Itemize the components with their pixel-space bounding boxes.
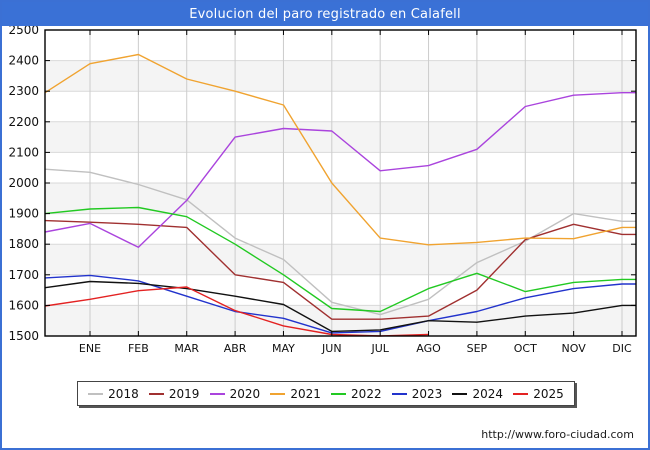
svg-text:JUN: JUN	[321, 342, 342, 355]
legend-dash-icon	[148, 392, 164, 395]
legend-dash-icon	[331, 392, 347, 395]
legend-label: 2023	[411, 386, 443, 401]
svg-text:2400: 2400	[8, 54, 39, 68]
legend-label: 2022	[351, 386, 382, 401]
site-url-link[interactable]: http://www.foro-ciudad.com	[481, 428, 634, 441]
legend-label: 2024	[472, 386, 504, 401]
legend-item-2018: 2018	[88, 387, 139, 401]
legend-label: 2019	[168, 386, 200, 401]
svg-text:1700: 1700	[8, 268, 39, 282]
chart-title: Evolucion del paro registrado en Calafel…	[189, 6, 461, 22]
svg-text:AGO: AGO	[416, 342, 441, 355]
legend-dash-icon	[88, 392, 104, 395]
chart-title-bar: Evolucion del paro registrado en Calafel…	[2, 2, 648, 26]
svg-text:1900: 1900	[8, 207, 39, 221]
legend-dash-icon	[391, 392, 407, 395]
legend-item-2022: 2022	[331, 387, 382, 401]
svg-text:JUL: JUL	[370, 342, 389, 355]
legend-label: 2018	[108, 386, 139, 401]
legend-dash-icon	[513, 392, 529, 395]
svg-text:NOV: NOV	[562, 342, 587, 355]
svg-text:2500: 2500	[8, 23, 39, 37]
legend-dash-icon	[452, 392, 468, 395]
svg-text:OCT: OCT	[514, 342, 537, 355]
svg-text:ENE: ENE	[79, 342, 101, 355]
svg-text:MAY: MAY	[272, 342, 295, 355]
legend-item-2021: 2021	[270, 387, 321, 401]
svg-text:2100: 2100	[8, 145, 39, 159]
svg-text:DIC: DIC	[612, 342, 632, 355]
legend-item-2019: 2019	[148, 386, 200, 401]
svg-text:2300: 2300	[8, 84, 39, 98]
legend-label: 2020	[229, 386, 261, 401]
svg-text:MAR: MAR	[174, 342, 199, 355]
svg-text:SEP: SEP	[467, 342, 488, 355]
chart-legend: 2018 2019 2020 2021 2022 2023 2024 2025	[77, 381, 575, 406]
legend-item-2020: 2020	[209, 386, 261, 401]
svg-text:1600: 1600	[8, 298, 39, 312]
svg-text:ABR: ABR	[224, 342, 247, 355]
svg-text:2200: 2200	[8, 115, 39, 129]
svg-text:1800: 1800	[8, 237, 39, 251]
svg-text:1500: 1500	[8, 329, 39, 343]
legend-item-2024: 2024	[452, 387, 503, 401]
svg-text:2000: 2000	[8, 176, 39, 190]
legend-label: 2021	[290, 386, 321, 401]
legend-item-2023: 2023	[391, 386, 443, 401]
legend-dash-icon	[270, 392, 286, 395]
legend-label: 2025	[533, 386, 564, 401]
legend-item-2025: 2025	[513, 387, 564, 401]
svg-text:FEB: FEB	[128, 342, 149, 355]
legend-dash-icon	[209, 392, 225, 395]
